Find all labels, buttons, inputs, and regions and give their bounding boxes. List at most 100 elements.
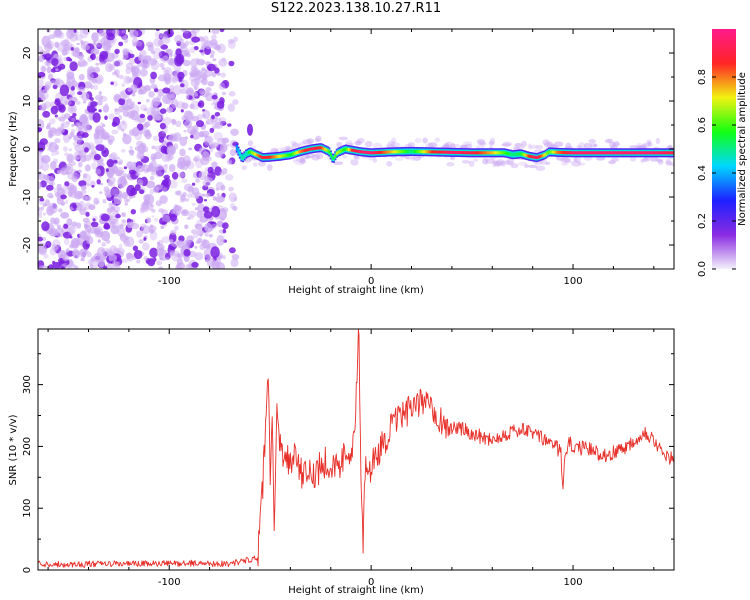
noise-speckle	[169, 84, 175, 92]
ridge-segment	[626, 151, 629, 155]
ridge-segment	[349, 148, 352, 152]
ridge-segment	[408, 150, 411, 153]
ridge-halo-speckle	[565, 142, 572, 150]
ridge-halo-speckle	[657, 159, 664, 165]
x-tick-label: 0	[368, 577, 374, 588]
ridge-segment	[426, 150, 429, 154]
noise-speckle	[125, 198, 131, 203]
ridge-segment	[416, 150, 419, 153]
noise-speckle	[45, 240, 52, 248]
noise-speckle	[80, 189, 87, 195]
noise-speckle	[172, 85, 182, 96]
ridge-segment	[337, 150, 340, 154]
noise-speckle	[106, 248, 113, 256]
noise-speckle	[45, 184, 54, 191]
noise-speckle	[58, 58, 62, 61]
ridge-segment	[628, 151, 631, 155]
noise-speckle	[191, 29, 200, 34]
noise-speckle	[174, 204, 178, 208]
ridge-segment	[463, 151, 466, 155]
ridge-segment	[596, 151, 599, 155]
noise-speckle	[196, 219, 203, 227]
ridge-segment	[344, 147, 348, 151]
noise-speckle	[161, 165, 168, 171]
noise-speckle	[111, 129, 119, 135]
noise-speckle	[139, 155, 144, 160]
noise-speckle	[161, 55, 169, 63]
noise-speckle	[143, 108, 148, 112]
noise-speckle	[114, 48, 120, 55]
noise-speckle	[194, 223, 199, 228]
ridge-halo-speckle	[385, 143, 395, 149]
ridge-halo-speckle	[527, 143, 533, 150]
noise-speckle	[196, 114, 203, 121]
ridge-segment	[241, 156, 245, 160]
noise-speckle	[143, 121, 150, 128]
ridge-segment	[272, 155, 275, 159]
ridge-segment	[526, 154, 529, 158]
ridge-segment	[581, 151, 584, 155]
noise-speckle	[185, 95, 190, 100]
noise-speckle	[146, 99, 150, 103]
noise-speckle	[113, 59, 121, 67]
ridge-segment	[496, 151, 499, 155]
noise-speckle	[56, 224, 61, 228]
noise-speckle	[68, 42, 73, 47]
ridge-segment	[444, 150, 447, 154]
ridge-segment	[308, 147, 311, 151]
noise-speckle	[69, 225, 77, 234]
noise-speckle	[50, 105, 58, 115]
noise-speckle	[220, 72, 226, 78]
noise-speckle	[194, 246, 198, 249]
noise-speckle	[130, 29, 139, 39]
noise-speckle	[214, 112, 221, 117]
noise-speckle	[41, 66, 47, 73]
ridge-halo-speckle	[446, 162, 455, 167]
noise-speckle	[207, 166, 214, 174]
noise-speckle	[168, 164, 176, 172]
ridge-segment	[334, 154, 337, 158]
noise-speckle	[129, 110, 139, 121]
noise-speckle	[122, 134, 132, 145]
noise-speckle	[60, 212, 70, 219]
ridge-segment	[440, 150, 443, 154]
noise-speckle	[50, 152, 56, 157]
ridge-segment	[669, 151, 672, 155]
ridge-halo-speckle	[611, 157, 620, 162]
noise-speckle	[212, 196, 217, 201]
ridge-segment	[404, 150, 407, 154]
noise-speckle	[171, 76, 177, 82]
noise-speckle	[111, 71, 117, 76]
noise-speckle	[97, 100, 103, 106]
noise-speckle	[58, 116, 66, 122]
noise-speckle	[217, 221, 223, 227]
noise-speckle	[80, 257, 85, 262]
ridge-segment	[537, 155, 540, 159]
colorbar-bar	[712, 29, 736, 269]
noise-speckle	[99, 191, 103, 194]
ridge-spike	[247, 123, 253, 136]
noise-speckle	[62, 231, 72, 239]
noise-speckle	[82, 122, 91, 131]
noise-speckle	[187, 193, 193, 199]
ridge-segment	[405, 150, 408, 153]
ridge-segment	[588, 151, 591, 155]
noise-speckle	[74, 34, 83, 41]
noise-speckle	[183, 240, 189, 246]
noise-speckle	[39, 243, 44, 249]
noise-speckle	[105, 263, 113, 269]
noise-speckle	[81, 185, 87, 191]
noise-speckle	[59, 84, 70, 97]
noise-speckle	[119, 91, 124, 95]
noise-speckle	[41, 155, 51, 164]
noise-speckle	[46, 50, 50, 54]
noise-speckle	[211, 262, 215, 266]
ridge-segment	[354, 149, 357, 153]
ridge-segment	[611, 151, 614, 155]
noise-speckle	[214, 67, 220, 74]
noise-speckle	[81, 60, 89, 67]
noise-speckle	[156, 247, 164, 257]
noise-speckle	[147, 258, 156, 267]
ridge-segment	[478, 151, 481, 155]
ridge-halo-speckle	[502, 141, 512, 147]
